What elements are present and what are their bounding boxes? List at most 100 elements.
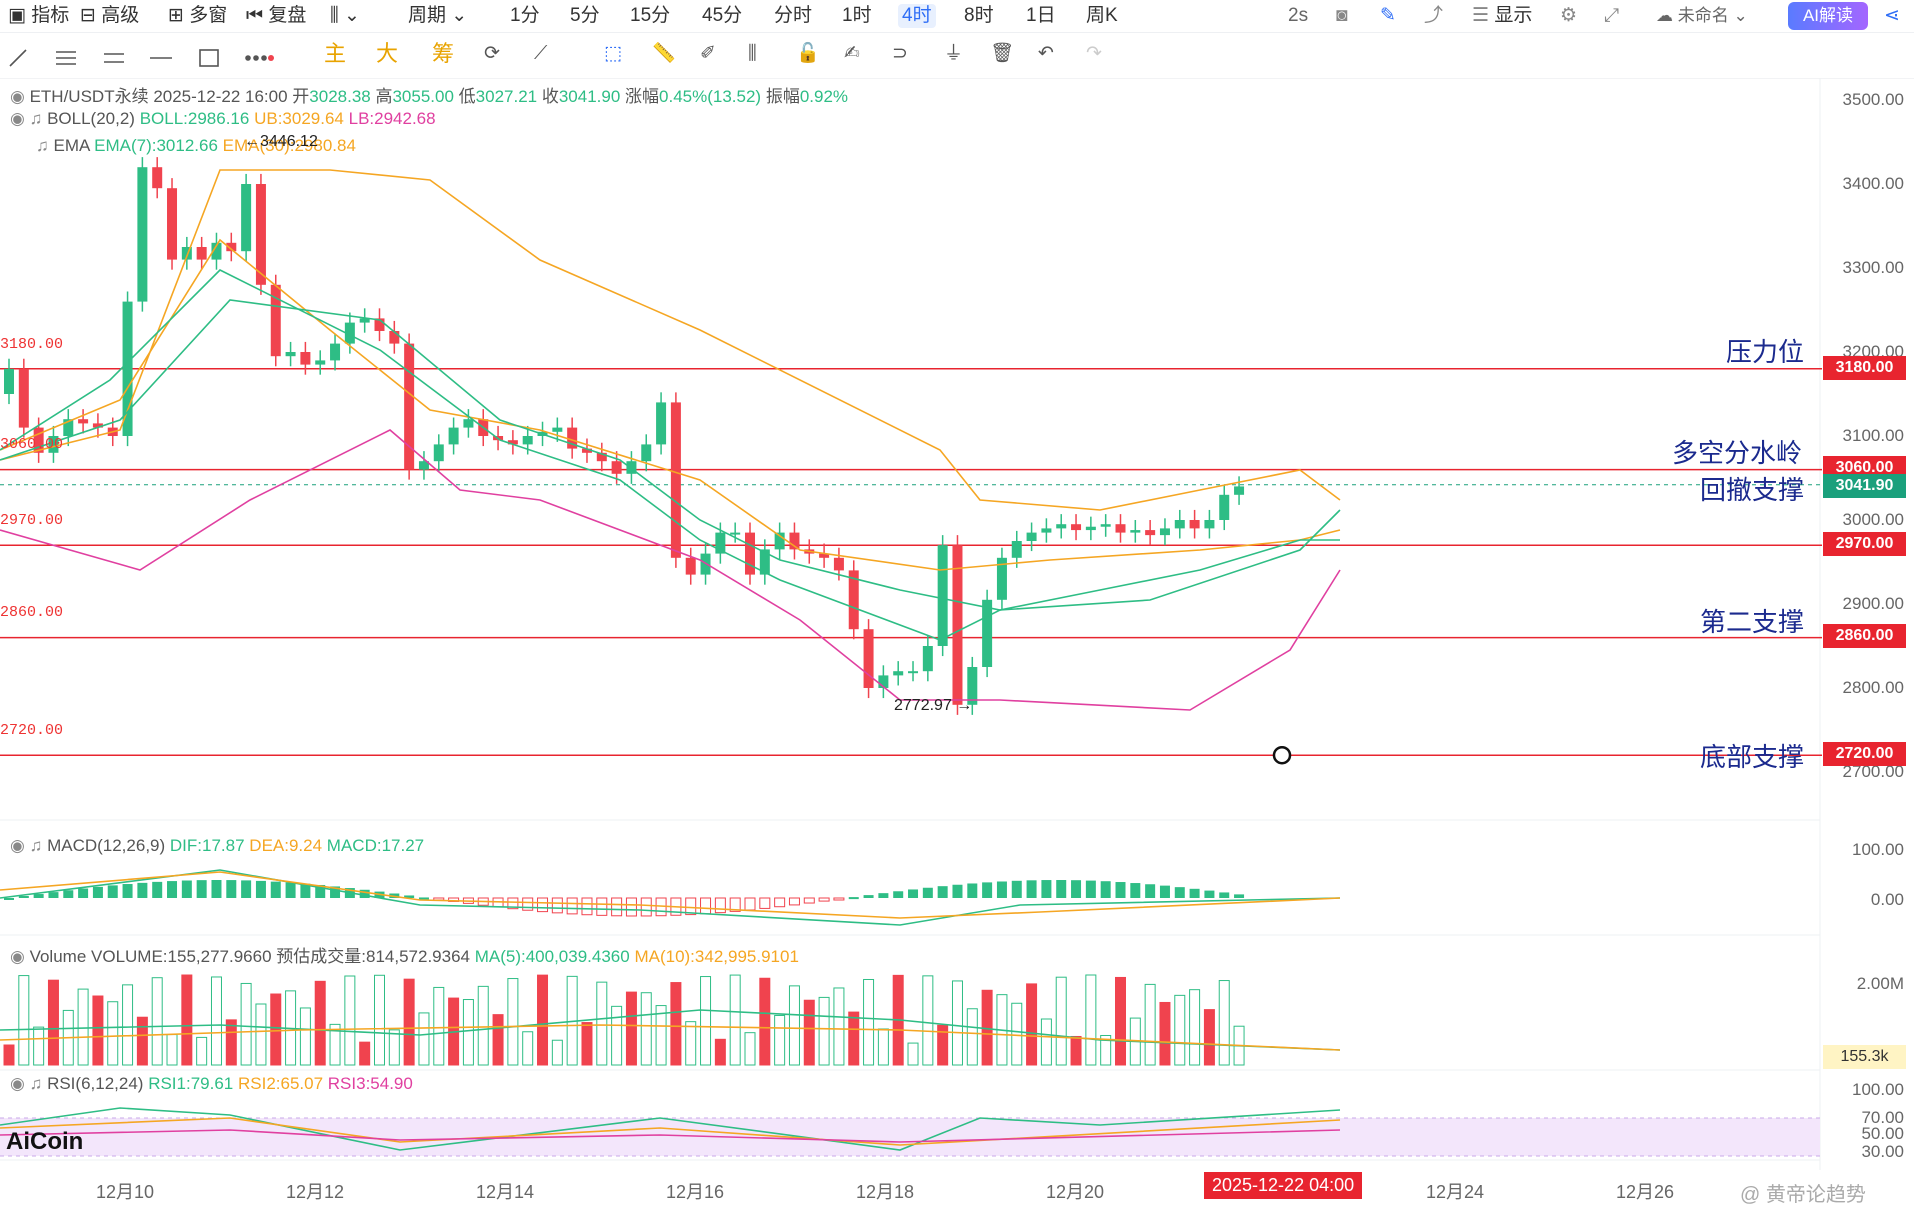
level-tag-resistance: 3180.00 <box>1823 356 1906 380</box>
volume-bar <box>863 978 875 1066</box>
macd-bar <box>833 897 845 901</box>
replay-button[interactable]: ⏮ 复盘 <box>246 5 307 26</box>
indicator-button[interactable]: ▣ 指标 <box>8 5 70 26</box>
period-15m[interactable]: 15分 <box>630 5 671 26</box>
eye-icon[interactable]: ◉ <box>10 1074 25 1093</box>
eye-icon[interactable]: ◉ <box>10 87 25 106</box>
refresh-interval[interactable]: 2s <box>1288 5 1309 26</box>
bell-icon[interactable]: ♫ <box>29 109 43 128</box>
period-1h[interactable]: 1时 <box>842 5 872 26</box>
chip-toggle[interactable]: 筹 <box>432 41 455 66</box>
pen-icon[interactable]: ✎ <box>1380 5 1396 26</box>
main-chart-toggle[interactable]: 主 <box>324 41 347 66</box>
layout-name-dropdown[interactable]: ☁ 未命名 ⌄ <box>1656 6 1748 25</box>
period-week[interactable]: 周K <box>1086 5 1118 26</box>
sync-icon[interactable]: ⟳ <box>484 43 500 64</box>
display-button[interactable]: ☰ 显示 <box>1472 5 1533 26</box>
ai-analysis-button[interactable]: AI解读 <box>1788 2 1868 30</box>
x-axis-label: 12月14 <box>476 1182 535 1202</box>
macd-bar <box>196 880 207 898</box>
eye-icon[interactable]: ◉ <box>10 947 25 966</box>
macd-bar <box>122 884 133 898</box>
macd-bar <box>1056 880 1067 898</box>
price-axis-label: 3000.00 <box>1842 510 1904 529</box>
macd-bar <box>1189 888 1200 898</box>
volume-bar <box>507 978 519 1066</box>
candle-body <box>181 247 192 260</box>
period-8h[interactable]: 8时 <box>964 5 994 26</box>
volume-bar <box>388 1029 400 1066</box>
volume-bar <box>1026 983 1038 1066</box>
candle-body <box>1085 526 1096 531</box>
share-out-icon[interactable]: ⤴ <box>1424 5 1444 26</box>
brush-icon[interactable]: ✐ <box>700 43 716 64</box>
volume-bar <box>611 1005 623 1066</box>
volume-bar <box>1144 983 1156 1066</box>
candle-body <box>33 427 44 453</box>
macd-bar <box>418 897 429 900</box>
volume-bar <box>1100 1034 1112 1066</box>
eye-icon[interactable]: ◉ <box>10 836 25 855</box>
period-1m[interactable]: 1分 <box>510 5 540 26</box>
eye-icon[interactable]: ◉ <box>10 109 25 128</box>
period-45m[interactable]: 45分 <box>702 5 743 26</box>
period-1d[interactable]: 1日 <box>1026 5 1056 26</box>
advanced-button[interactable]: ⊟ 高级 <box>80 5 140 26</box>
candle-body <box>1130 530 1141 533</box>
price-axis-label: 2800.00 <box>1842 678 1904 697</box>
bars-icon[interactable]: ⫼ <box>748 43 757 64</box>
bell-icon[interactable]: ♫ <box>36 136 49 155</box>
candle-body <box>863 629 874 688</box>
period-4h[interactable]: 4时 <box>898 4 936 28</box>
undo-icon[interactable]: ↶ <box>1038 43 1054 64</box>
lock-icon[interactable]: 🔓 <box>796 43 820 64</box>
camera-icon[interactable]: ◙ <box>1336 5 1348 26</box>
macd-bar <box>818 897 830 902</box>
measure-icon[interactable]: ⟋ <box>534 43 548 64</box>
bell-icon[interactable]: ♫ <box>29 1074 43 1093</box>
period-timeshare[interactable]: 分时 <box>774 5 813 26</box>
multi-window-button[interactable]: ⊞ 多窗 <box>168 5 228 26</box>
x-axis-label: 12月20 <box>1046 1182 1105 1202</box>
select-icon[interactable]: ⬚ <box>604 43 622 64</box>
rsi-axis-label: 100.00 <box>1852 1080 1904 1099</box>
candle-body <box>1159 528 1170 536</box>
candle-body <box>996 557 1007 600</box>
chevron-down-icon: ⌄ <box>451 5 468 26</box>
filter-icon[interactable]: ⏚ <box>944 43 964 64</box>
rsi-axis-label: 70.00 <box>1861 1108 1904 1127</box>
macd-bar <box>922 887 933 898</box>
big-order-toggle[interactable]: 大 <box>376 41 399 66</box>
fullscreen-icon[interactable]: ⤢ <box>1604 5 1620 26</box>
volume-bar <box>774 1014 786 1066</box>
note-icon[interactable]: ✍ <box>844 43 860 64</box>
settings-icon[interactable]: ⚙ <box>1560 5 1578 26</box>
volume-bar <box>33 1026 45 1066</box>
period-dropdown[interactable]: 周期 ⌄ <box>408 5 468 26</box>
candle-body <box>48 436 59 453</box>
candle-body <box>1219 494 1230 520</box>
boll-legend: ◉ ♫ BOLL(20,2) BOLL:2986.16 UB:3029.64 L… <box>10 109 436 128</box>
volume-bar <box>596 981 608 1066</box>
candle-body <box>922 646 933 672</box>
volume-bar <box>700 976 712 1066</box>
annotation-resistance: 压力位 <box>1726 337 1805 367</box>
volume-bar <box>1070 1035 1082 1066</box>
grid-icon: ⊞ <box>168 5 184 26</box>
rsi-axis-label: 50.00 <box>1861 1124 1904 1143</box>
bell-icon[interactable]: ♫ <box>29 836 43 855</box>
trash-icon[interactable]: 🗑 <box>990 43 1015 64</box>
volume-bar <box>18 975 30 1066</box>
redo-icon[interactable]: ↷ <box>1086 43 1102 64</box>
period-5m[interactable]: 5分 <box>570 5 600 26</box>
candle-body <box>255 184 266 285</box>
boll-upper-line <box>0 169 1341 511</box>
share-icon[interactable]: ⋖ <box>1884 5 1900 26</box>
magnet-icon[interactable]: ⊃ <box>892 43 908 64</box>
annotation-support2: 第二支撑 <box>1700 607 1805 637</box>
volume-bar <box>107 1001 119 1066</box>
ruler-icon[interactable]: 📏 <box>652 43 676 64</box>
chart-type-button[interactable]: ⫼ ⌄ <box>330 4 360 28</box>
volume-bar <box>1040 1018 1052 1066</box>
